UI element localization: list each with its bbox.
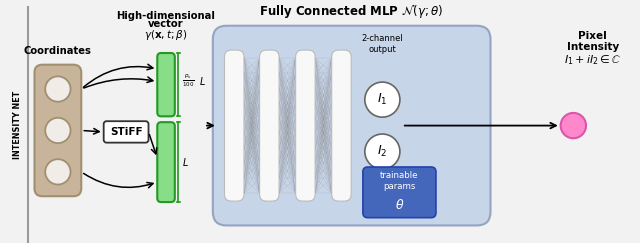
Text: vector: vector	[148, 19, 184, 29]
FancyBboxPatch shape	[104, 121, 148, 143]
Circle shape	[561, 113, 586, 138]
Circle shape	[365, 82, 400, 117]
Text: High-dimensional: High-dimensional	[116, 11, 216, 21]
Text: $\frac{p_s}{100}$: $\frac{p_s}{100}$	[182, 73, 195, 89]
FancyBboxPatch shape	[332, 50, 351, 201]
Circle shape	[45, 159, 70, 184]
FancyBboxPatch shape	[157, 53, 175, 116]
Text: $\gamma(\mathbf{x}, t; \beta)$: $\gamma(\mathbf{x}, t; \beta)$	[144, 28, 188, 42]
FancyBboxPatch shape	[213, 26, 490, 226]
FancyBboxPatch shape	[296, 50, 315, 201]
Text: time: time	[48, 162, 65, 171]
FancyBboxPatch shape	[225, 50, 244, 201]
Circle shape	[45, 118, 70, 143]
Text: STiFF: STiFF	[110, 127, 143, 137]
Text: $L$: $L$	[199, 75, 206, 87]
Text: $I_1$: $I_1$	[377, 92, 388, 107]
Text: Coordinates: Coordinates	[24, 46, 92, 56]
Text: $\mathbf{x}$: $\mathbf{x}$	[53, 92, 61, 102]
Text: $I_2$: $I_2$	[377, 144, 387, 159]
FancyBboxPatch shape	[157, 122, 175, 202]
Text: $\theta$: $\theta$	[395, 198, 404, 212]
Text: 2-channel
output: 2-channel output	[362, 34, 403, 54]
FancyBboxPatch shape	[35, 65, 81, 196]
Text: $t$: $t$	[54, 174, 60, 186]
Circle shape	[45, 76, 70, 102]
Text: space: space	[45, 79, 68, 88]
Text: Pixel
Intensity: Pixel Intensity	[566, 31, 619, 52]
Text: $I_1 + iI_2 \in \mathbb{C}$: $I_1 + iI_2 \in \mathbb{C}$	[564, 53, 621, 67]
Text: $L$: $L$	[182, 156, 188, 168]
FancyBboxPatch shape	[363, 167, 436, 218]
Circle shape	[365, 134, 400, 169]
Text: Fully Connected MLP $\mathcal{N}(\gamma; \theta)$: Fully Connected MLP $\mathcal{N}(\gamma;…	[259, 3, 444, 20]
Text: trainable
params: trainable params	[380, 171, 419, 191]
FancyBboxPatch shape	[260, 50, 279, 201]
Text: INTENSITY NET: INTENSITY NET	[13, 91, 22, 159]
